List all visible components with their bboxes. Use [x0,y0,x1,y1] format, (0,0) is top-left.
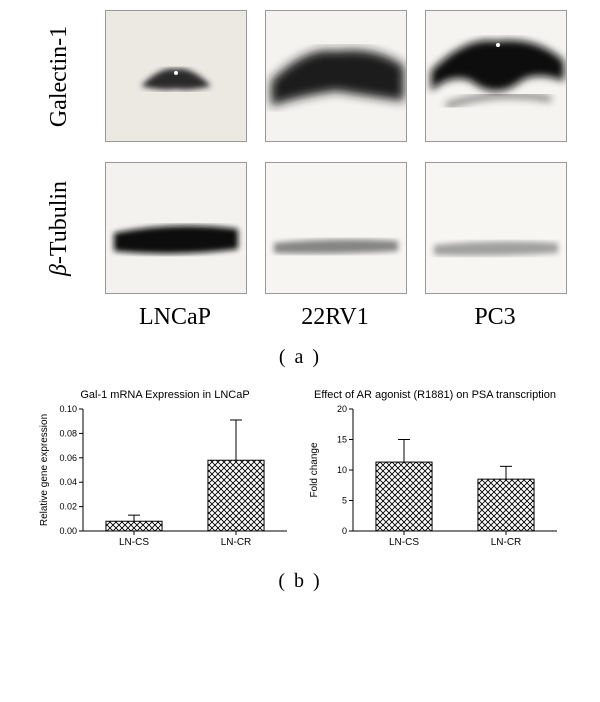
svg-text:20: 20 [337,405,347,414]
blot-galectin-pc3 [425,10,567,142]
svg-text:0.08: 0.08 [59,428,77,438]
svg-text:Relative gene expression: Relative gene expression [39,414,50,526]
svg-text:0.02: 0.02 [59,502,77,512]
chart-plot: 0.00 0.02 0.04 0.06 0.08 0.10 LN-CS LN-CR Relati… [35,405,295,555]
panel-a-subcaption: ( a ) [10,346,590,369]
chart-title: Gal-1 mRNA Expression in LNCaP [35,389,295,401]
panel-b-subcaption: ( b ) [10,570,590,593]
svg-text:0.10: 0.10 [59,405,77,414]
svg-text:LN-CS: LN-CS [119,537,149,548]
svg-text:0.04: 0.04 [59,477,77,487]
panel-b: Gal-1 mRNA Expression in LNCaP 0.000.020… [30,389,570,555]
svg-text:Fold change: Fold change [309,442,320,497]
svg-text:0.06: 0.06 [59,453,77,463]
blot-tubulin-lncap [105,162,247,294]
figure: Galectin-1 [0,0,600,613]
chart-psa-foldchange: Effect of AR agonist (R1881) on PSA tran… [305,389,565,555]
row-label-galectin: Galectin-1 [35,10,85,142]
blot-tubulin-22rv1 [265,162,407,294]
panel-a-col-labels: LNCaP 22RV1 PC3 [10,304,590,331]
col-label: 22RV1 [265,304,405,331]
svg-text:15: 15 [337,435,347,445]
chart-plot: 0 5 10 15 20 LN-CS LN-CR Fold change [305,405,565,555]
blot-galectin-22rv1 [265,10,407,142]
panel-a-grid: Galectin-1 [10,10,590,294]
svg-text:LN-CS: LN-CS [389,537,419,548]
svg-text:LN-CR: LN-CR [221,537,252,548]
col-label: LNCaP [105,304,245,331]
blot-galectin-lncap [105,10,247,142]
svg-text:LN-CR: LN-CR [491,537,522,548]
row-label-text: β-Tubulin [47,180,74,275]
svg-text:5: 5 [342,496,347,506]
row-label-tubulin: β-Tubulin [35,162,85,294]
chart-title: Effect of AR agonist (R1881) on PSA tran… [305,389,565,401]
chart-gal1-mrna: Gal-1 mRNA Expression in LNCaP 0.000.020… [35,389,295,555]
svg-text:0: 0 [342,526,347,536]
svg-text:10: 10 [337,465,347,475]
blot-tubulin-pc3 [425,162,567,294]
row-label-text: Galectin-1 [47,25,74,126]
svg-text:0.00: 0.00 [59,526,77,536]
col-label: PC3 [425,304,565,331]
